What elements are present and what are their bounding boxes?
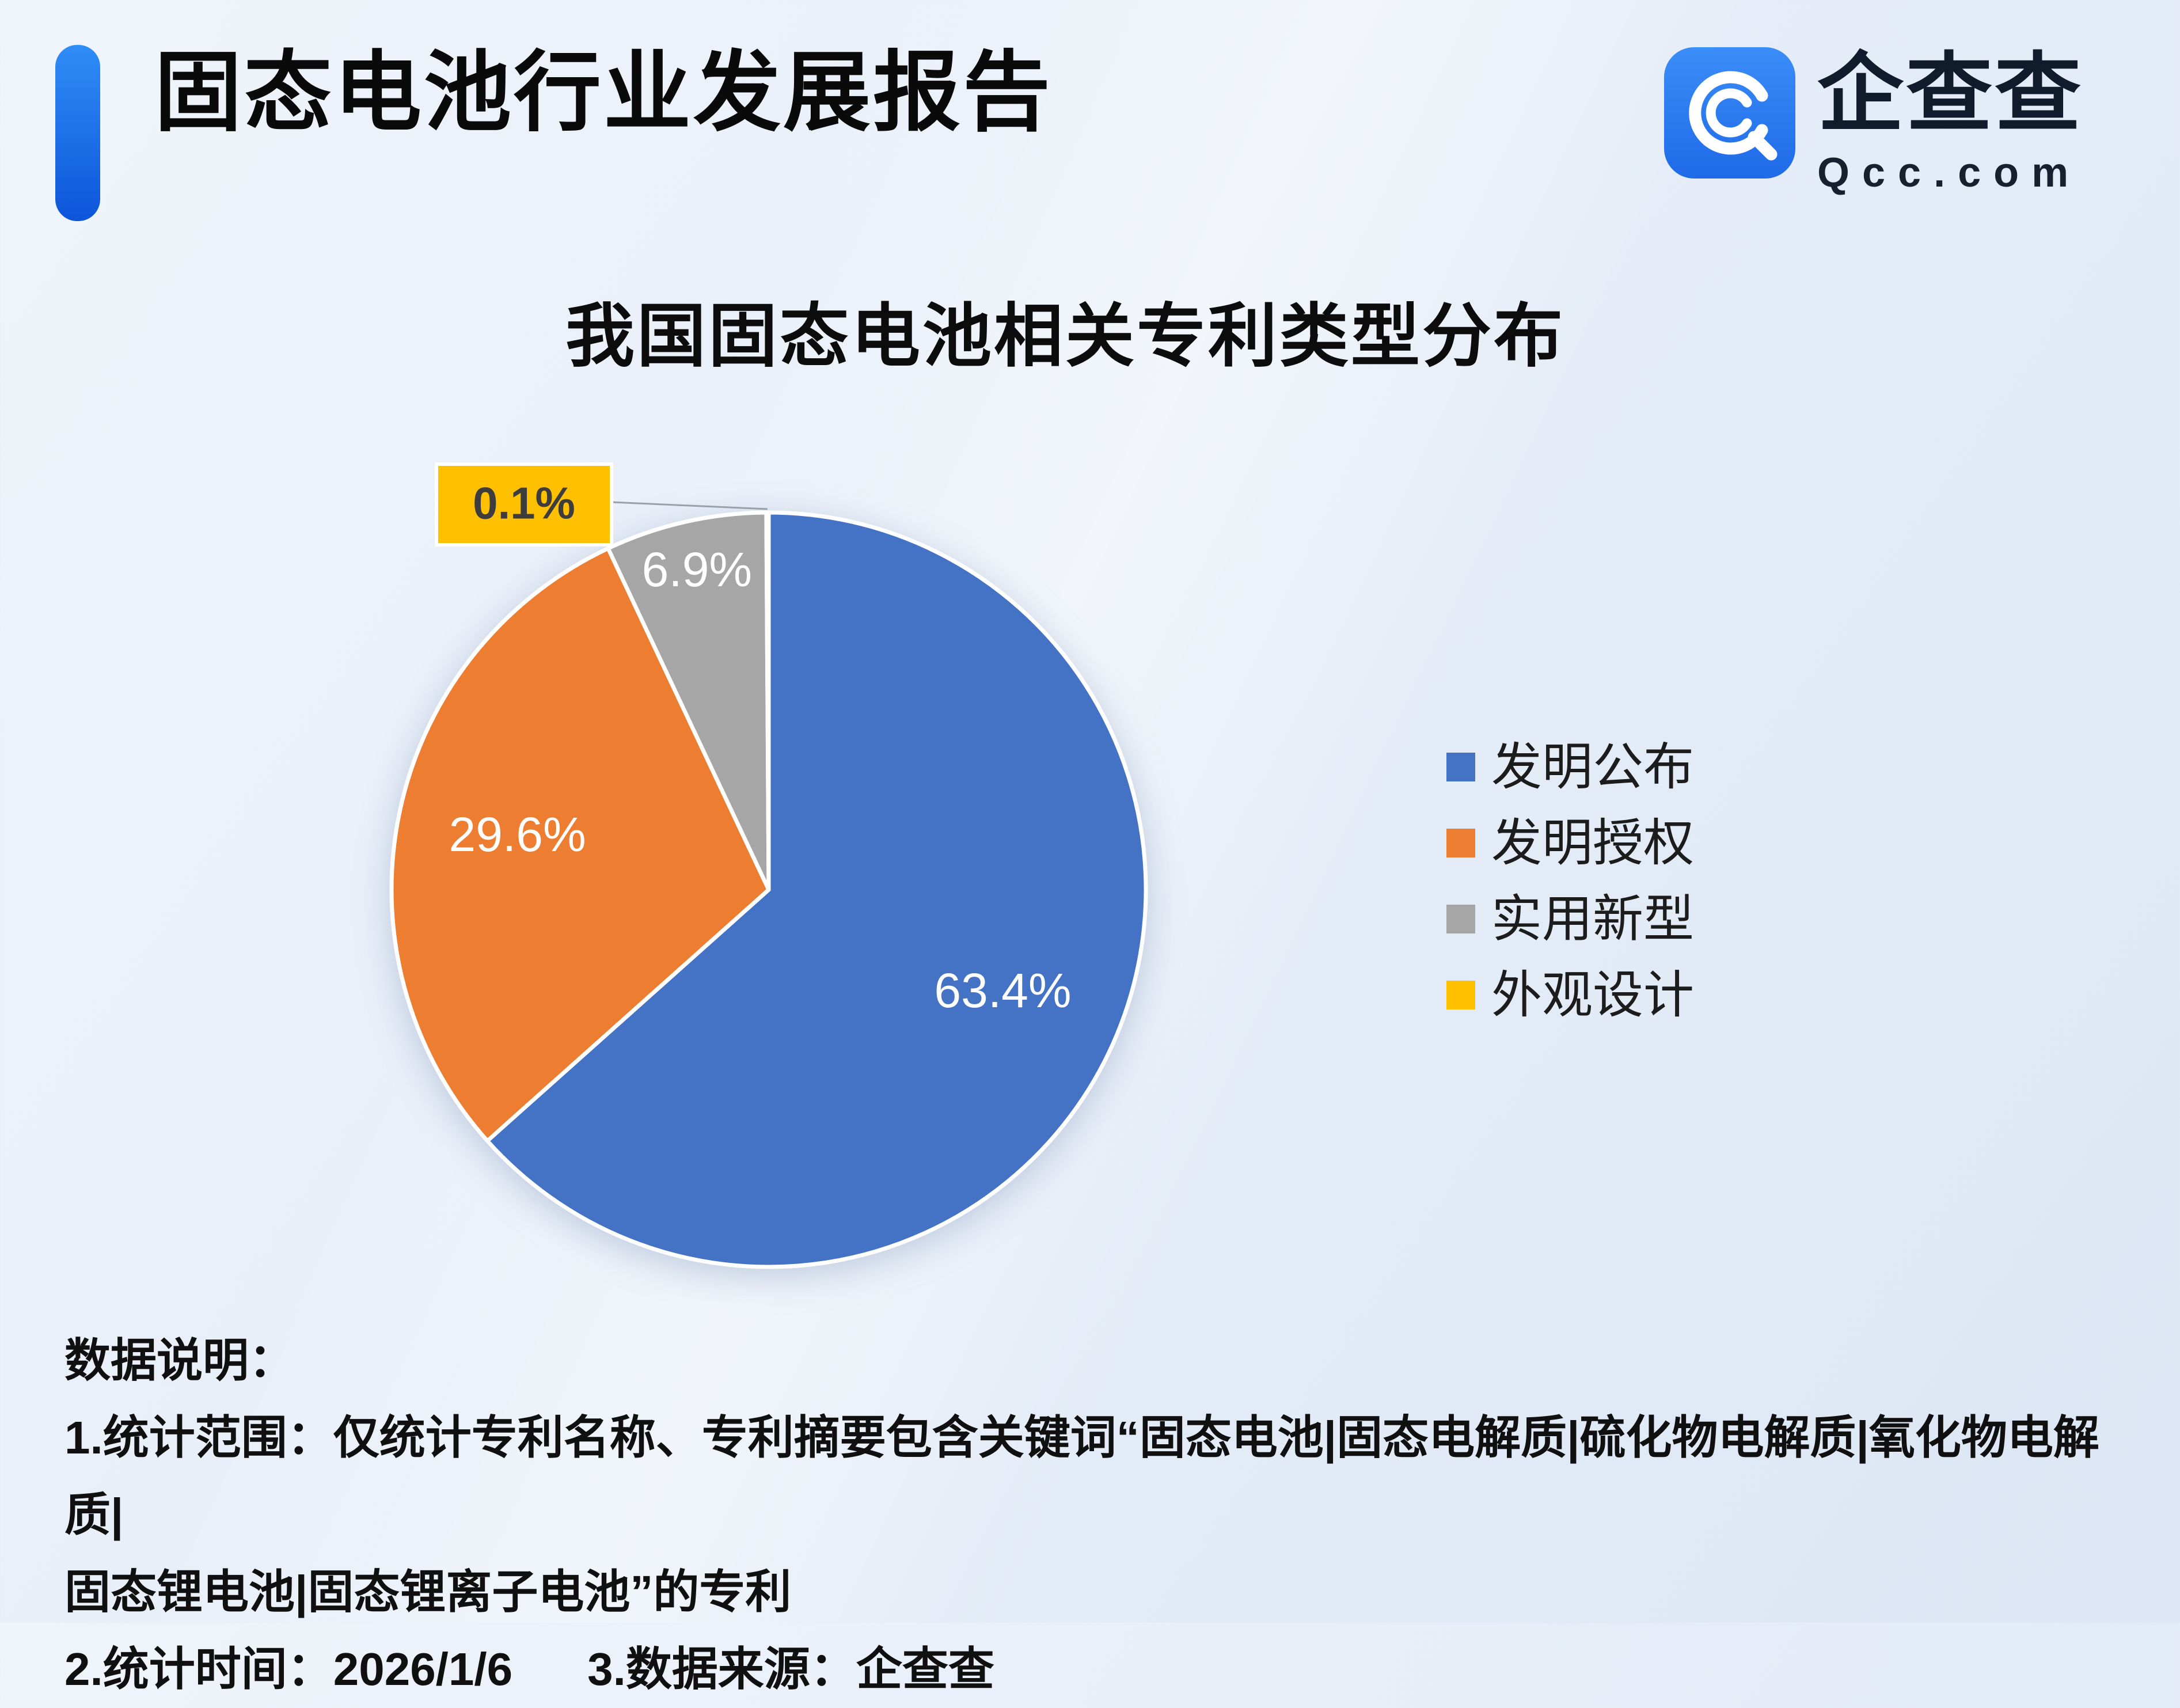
pie-chart: 63.4% 29.6% 6.9% 0.1% [389, 462, 1148, 1269]
brand-domain: Qcc.com [1817, 150, 2082, 196]
legend-label: 外观设计 [1491, 966, 1695, 1023]
page-title: 固态电池行业发展报告 [154, 44, 1053, 142]
title-accent-bar [55, 45, 100, 221]
pie-slice-发明授权 [389, 546, 771, 1143]
legend-marker [1446, 905, 1475, 933]
legend-marker [1446, 981, 1475, 1009]
chart-legend: 发明公布发明授权实用新型外观设计 [1446, 742, 1694, 1020]
callout-line [611, 501, 768, 510]
legend-label: 发明公布 [1491, 738, 1695, 795]
slice-label: 29.6% [449, 807, 586, 861]
slice-label: 6.9% [642, 542, 752, 597]
legend-label: 实用新型 [1491, 890, 1695, 947]
legend-item: 发明公布 [1446, 742, 1694, 792]
footnote-heading: 数据说明： [64, 1335, 295, 1386]
legend-item: 外观设计 [1446, 970, 1694, 1020]
legend-item: 发明授权 [1446, 818, 1694, 868]
brand-name: 企查查 [1817, 45, 2084, 142]
pie-slice-实用新型 [606, 510, 771, 892]
data-source: 3.数据来源：企查查 [587, 1644, 994, 1695]
legend-marker [1446, 829, 1475, 857]
qcc-logo: 企查查 Qcc.com [1663, 46, 2083, 196]
slice-label: 63.4% [934, 963, 1071, 1018]
legend-marker [1446, 753, 1475, 781]
stat-time: 2.统计时间：2026/1/6 [64, 1644, 513, 1695]
footnotes: 数据说明： 1.统计范围：仅统计专利名称、专利摘要包含关键词“固态电池|固态电解… [64, 1322, 2114, 1708]
callout-box [435, 462, 613, 546]
footnote-line-1: 1.统计范围：仅统计专利名称、专利摘要包含关键词“固态电池|固态电解质|硫化物电… [64, 1412, 2099, 1540]
callout-label: 0.1% [473, 478, 575, 529]
legend-item: 实用新型 [1446, 894, 1694, 944]
chart-title: 我国固态电池相关专利类型分布 [565, 298, 1565, 375]
qcc-logo-icon [1664, 47, 1795, 179]
pie-slices [389, 510, 1148, 1269]
legend-label: 发明授权 [1491, 814, 1695, 871]
footnote-line-3: 2.统计时间：2026/1/6 3.数据来源：企查查 [64, 1631, 2114, 1708]
footnote-line-2: 固态锂电池|固态锂离子电池”的专利 [64, 1566, 792, 1618]
qcc-logo-text: 企查查 Qcc.com [1817, 46, 2083, 196]
pie-slice-发明公布 [485, 510, 1148, 1269]
pie-slice-外观设计 [764, 510, 771, 892]
